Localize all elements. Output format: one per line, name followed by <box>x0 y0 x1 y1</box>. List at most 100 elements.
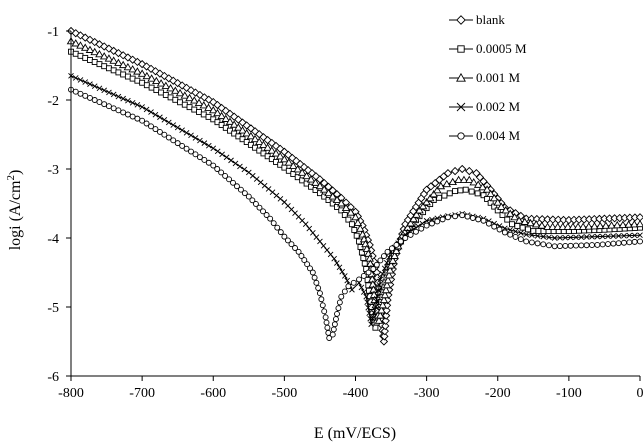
data-point-triangle <box>548 222 557 230</box>
data-point-circle <box>115 107 122 114</box>
data-point-triangle <box>199 101 209 109</box>
data-point-x <box>562 234 569 241</box>
data-point-circle <box>295 248 302 255</box>
data-point-diamond <box>133 57 142 67</box>
data-point-x <box>277 196 284 202</box>
data-point-square <box>530 228 537 235</box>
data-point-x <box>423 217 430 224</box>
x-tick-label: 0 <box>637 386 643 401</box>
data-point-circle <box>459 212 466 219</box>
legend-label: 0.004 M <box>476 128 521 143</box>
data-point-triangle <box>123 62 133 71</box>
data-point-x <box>366 310 372 317</box>
data-point-triangle <box>553 222 562 230</box>
data-point-x <box>174 124 181 131</box>
data-point-square <box>372 324 379 331</box>
data-point-x <box>257 179 264 186</box>
data-point-square <box>504 216 511 223</box>
data-point-circle <box>475 216 482 223</box>
data-point-square <box>509 221 515 228</box>
data-point-circle <box>192 151 199 158</box>
data-point-square <box>101 63 108 70</box>
data-point-triangle <box>436 181 446 190</box>
data-point-triangle <box>311 178 320 186</box>
data-point-circle <box>214 166 221 172</box>
data-point-circle <box>252 201 259 207</box>
data-point-triangle <box>510 212 519 221</box>
data-point-square <box>91 59 98 65</box>
data-point-circle <box>256 204 263 211</box>
data-point-circle <box>501 229 508 236</box>
data-point-triangle <box>537 221 547 229</box>
data-point-circle <box>397 238 404 245</box>
data-point-x <box>339 268 345 275</box>
y-tick-label: -4 <box>47 232 59 247</box>
data-point-square <box>358 249 365 256</box>
data-point-triangle <box>489 193 499 202</box>
data-point-x <box>115 93 122 100</box>
data-point-square <box>110 67 117 74</box>
data-point-circle <box>332 316 339 323</box>
data-point-square <box>167 94 174 101</box>
data-point-x <box>529 232 535 239</box>
data-point-circle <box>315 285 322 291</box>
data-point-circle <box>469 215 476 221</box>
data-point-square <box>115 69 122 76</box>
data-point-triangle <box>355 224 365 232</box>
data-point-square <box>308 183 314 190</box>
data-point-triangle <box>95 49 104 58</box>
data-point-triangle <box>384 271 394 279</box>
data-point-circle <box>82 92 89 99</box>
data-point-triangle <box>133 67 142 75</box>
data-point-circle <box>319 302 326 309</box>
data-point-triangle <box>497 202 506 210</box>
data-point-triangle <box>293 165 302 173</box>
data-point-diamond <box>465 166 474 176</box>
data-point-circle <box>594 241 601 248</box>
legend-entry: 0.004 M <box>449 128 521 143</box>
data-point-circle <box>91 97 98 103</box>
x-tick-label: -600 <box>200 386 226 401</box>
data-point-triangle <box>568 222 578 230</box>
data-point-x <box>152 111 159 118</box>
data-point-x <box>183 129 190 136</box>
data-point-square <box>441 192 448 199</box>
data-point-triangle <box>456 72 466 82</box>
data-point-circle <box>292 245 298 251</box>
y-tick-label: -3 <box>47 163 59 178</box>
data-point-triangle <box>324 188 333 197</box>
data-point-circle <box>335 305 342 312</box>
data-point-triangle <box>147 74 156 82</box>
data-point-circle <box>583 242 590 249</box>
data-point-square <box>361 260 368 267</box>
data-point-square <box>72 50 79 57</box>
data-point-x <box>342 273 348 279</box>
data-point-triangle <box>161 81 171 89</box>
data-point-x <box>336 264 343 271</box>
x-tick-label: -200 <box>485 386 511 401</box>
data-point-x <box>523 231 530 238</box>
data-point-x <box>512 228 519 235</box>
data-point-square <box>491 203 498 210</box>
data-point-square <box>139 79 146 86</box>
data-point-circle <box>551 243 558 250</box>
data-point-x <box>363 293 369 300</box>
ticks-layer: -800 -700 -600 -500 -400 -300 -200 -100 0 -1 -2 -3 -… <box>47 25 643 401</box>
series-3 <box>68 73 643 328</box>
data-point-x <box>637 232 643 239</box>
legend-entry: 0.002 M <box>449 99 521 114</box>
data-point-x <box>192 135 199 141</box>
x-tick-label: -400 <box>343 386 369 401</box>
data-point-x <box>170 122 177 128</box>
data-point-x <box>125 97 131 104</box>
data-point-circle <box>429 220 435 227</box>
data-point-circle <box>557 243 563 250</box>
data-point-square <box>494 207 501 214</box>
data-point-triangle <box>246 131 256 140</box>
data-point-diamond <box>380 332 389 341</box>
data-point-circle <box>621 239 627 246</box>
data-point-x <box>302 221 309 228</box>
data-point-x <box>157 114 163 121</box>
data-point-x <box>567 234 574 241</box>
